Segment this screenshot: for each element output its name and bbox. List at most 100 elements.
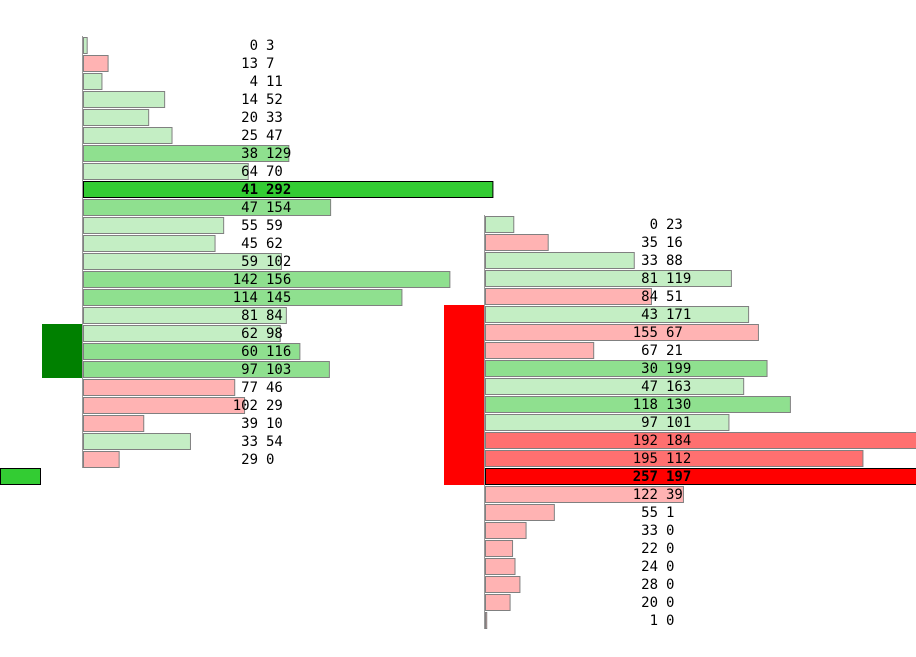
volume-bar — [485, 288, 652, 305]
ask-volume-label: 16 — [666, 235, 683, 251]
bid-volume-label: 62 — [241, 326, 258, 342]
bid-volume-label: 64 — [241, 164, 258, 180]
volume-bar — [485, 252, 635, 269]
volume-bar — [485, 234, 549, 251]
bid-volume-label: 102 — [233, 398, 258, 414]
ask-volume-label: 292 — [266, 182, 291, 198]
volume-bar — [83, 127, 173, 144]
bid-volume-label: 118 — [633, 397, 658, 413]
ask-volume-label: 67 — [666, 325, 683, 341]
ask-volume-label: 112 — [666, 451, 691, 467]
ask-volume-label: 23 — [666, 217, 683, 233]
bid-volume-label: 60 — [241, 344, 258, 360]
volume-bar — [83, 181, 494, 198]
bid-volume-label: 22 — [641, 541, 658, 557]
volume-bar — [83, 163, 249, 180]
volume-bar — [83, 235, 216, 252]
volume-bar — [485, 306, 750, 323]
ask-volume-label: 0 — [666, 541, 674, 557]
bid-volume-label: 59 — [241, 254, 258, 270]
volume-bar — [83, 91, 166, 108]
volume-bar — [485, 504, 555, 521]
ask-volume-label: 184 — [666, 433, 691, 449]
ask-volume-label: 101 — [666, 415, 691, 431]
volume-bar — [83, 73, 103, 90]
ask-volume-label: 129 — [266, 146, 291, 162]
bid-volume-label: 38 — [241, 146, 258, 162]
volume-bar — [83, 55, 109, 72]
bid-volume-label: 257 — [633, 469, 658, 485]
bid-volume-label: 30 — [641, 361, 658, 377]
bid-volume-label: 84 — [641, 289, 658, 305]
bid-volume-label: 43 — [641, 307, 658, 323]
bid-volume-label: 24 — [641, 559, 658, 575]
bid-volume-label: 1 — [650, 613, 658, 629]
ask-volume-label: 102 — [266, 254, 291, 270]
ask-volume-label: 163 — [666, 379, 691, 395]
ask-volume-label: 0 — [666, 613, 674, 629]
value-area-block — [444, 305, 484, 485]
ask-volume-label: 119 — [666, 271, 691, 287]
volume-bar — [485, 396, 791, 413]
ask-volume-label: 0 — [666, 523, 674, 539]
bid-volume-label: 81 — [241, 308, 258, 324]
volume-bar — [485, 342, 595, 359]
ask-volume-label: 84 — [266, 308, 283, 324]
volume-bar — [83, 109, 150, 126]
ask-volume-label: 47 — [266, 128, 283, 144]
ask-volume-label: 103 — [266, 362, 291, 378]
volume-bar — [485, 522, 527, 539]
volume-bar — [83, 217, 225, 234]
bid-volume-label: 47 — [241, 200, 258, 216]
ask-volume-label: 52 — [266, 92, 283, 108]
volume-bar — [83, 37, 88, 54]
ask-volume-label: 0 — [266, 452, 274, 468]
volume-bar — [83, 271, 451, 288]
bid-volume-label: 97 — [241, 362, 258, 378]
volume-bar — [485, 324, 759, 341]
bid-volume-label: 192 — [633, 433, 658, 449]
bid-volume-label: 13 — [241, 56, 258, 72]
ask-volume-label: 70 — [266, 164, 283, 180]
bid-volume-label: 55 — [241, 218, 258, 234]
volume-bar — [485, 270, 732, 287]
bid-volume-label: 114 — [233, 290, 258, 306]
bid-volume-label: 142 — [233, 272, 258, 288]
volume-bar — [83, 289, 403, 306]
volume-bar — [83, 433, 191, 450]
volume-bar — [83, 199, 332, 216]
bid-volume-label: 155 — [633, 325, 658, 341]
ask-volume-label: 0 — [666, 559, 674, 575]
ask-volume-label: 46 — [266, 380, 283, 396]
volume-bar — [485, 576, 521, 593]
bid-volume-label: 55 — [641, 505, 658, 521]
ask-volume-label: 0 — [666, 577, 674, 593]
ask-volume-label: 199 — [666, 361, 691, 377]
bid-volume-label: 29 — [241, 452, 258, 468]
bid-volume-label: 122 — [633, 487, 658, 503]
bid-volume-label: 33 — [241, 434, 258, 450]
volume-bar — [83, 397, 246, 414]
ask-volume-label: 3 — [266, 38, 274, 54]
bid-volume-label: 28 — [641, 577, 658, 593]
ask-volume-label: 29 — [266, 398, 283, 414]
volume-bar — [83, 415, 145, 432]
volume-bar — [83, 343, 301, 360]
volume-bar — [485, 216, 515, 233]
ask-volume-label: 0 — [666, 595, 674, 611]
volume-bar — [485, 378, 745, 395]
ask-volume-label: 39 — [666, 487, 683, 503]
volume-bar — [485, 540, 514, 557]
bid-volume-label: 67 — [641, 343, 658, 359]
ask-volume-label: 1 — [666, 505, 674, 521]
bid-volume-label: 77 — [241, 380, 258, 396]
ask-volume-label: 51 — [666, 289, 683, 305]
bid-volume-label: 45 — [241, 236, 258, 252]
bid-volume-label: 81 — [641, 271, 658, 287]
ask-volume-label: 10 — [266, 416, 283, 432]
bid-volume-label: 0 — [250, 38, 258, 54]
bid-volume-label: 39 — [241, 416, 258, 432]
